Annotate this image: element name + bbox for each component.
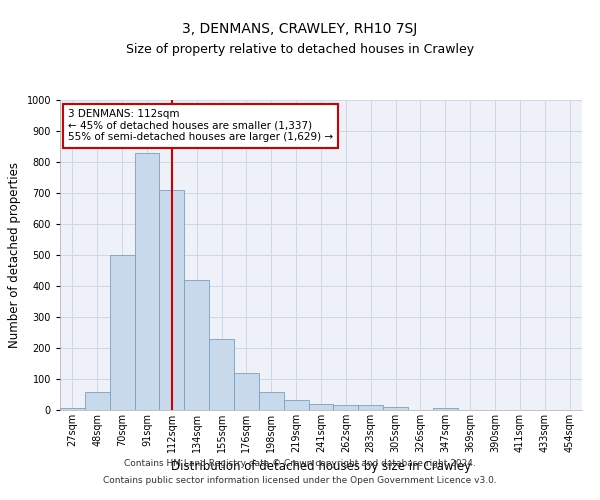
Bar: [334, 406, 358, 410]
Bar: [85, 392, 110, 410]
Bar: [234, 374, 259, 410]
Bar: [383, 407, 408, 410]
X-axis label: Distribution of detached houses by size in Crawley: Distribution of detached houses by size …: [171, 460, 471, 473]
Text: 3 DENMANS: 112sqm
← 45% of detached houses are smaller (1,337)
55% of semi-detac: 3 DENMANS: 112sqm ← 45% of detached hous…: [68, 110, 333, 142]
Bar: [308, 404, 334, 410]
Bar: [209, 338, 234, 410]
Bar: [110, 255, 134, 410]
Text: Contains HM Land Registry data © Crown copyright and database right 2024.: Contains HM Land Registry data © Crown c…: [124, 458, 476, 468]
Bar: [358, 406, 383, 410]
Bar: [433, 408, 458, 410]
Bar: [60, 408, 85, 410]
Bar: [259, 392, 284, 410]
Bar: [284, 400, 308, 410]
Text: Contains public sector information licensed under the Open Government Licence v3: Contains public sector information licen…: [103, 476, 497, 485]
Bar: [184, 280, 209, 410]
Text: Size of property relative to detached houses in Crawley: Size of property relative to detached ho…: [126, 42, 474, 56]
Y-axis label: Number of detached properties: Number of detached properties: [8, 162, 21, 348]
Bar: [134, 152, 160, 410]
Text: 3, DENMANS, CRAWLEY, RH10 7SJ: 3, DENMANS, CRAWLEY, RH10 7SJ: [182, 22, 418, 36]
Bar: [160, 190, 184, 410]
